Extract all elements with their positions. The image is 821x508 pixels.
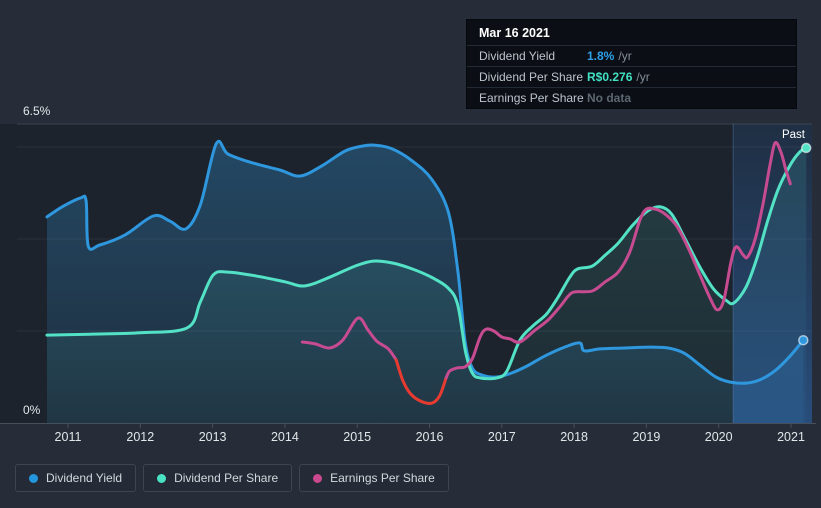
series-line-dividend_per_share — [45, 146, 808, 381]
x-tick-label-2015: 2015 — [343, 430, 372, 444]
tooltip-row-unit: /yr — [636, 70, 650, 84]
tooltip-row-label: Earnings Per Share — [479, 91, 584, 105]
legend-color-dot — [29, 473, 38, 483]
x-tick-label-2013: 2013 — [198, 430, 227, 444]
series-area-dividend_per_share — [47, 147, 807, 423]
legend-item-earnings-per-share[interactable]: Earnings Per Share — [299, 464, 449, 492]
tooltip-row-unit: /yr — [618, 49, 632, 63]
x-tick-label-2017: 2017 — [487, 430, 516, 444]
legend-item-label: Dividend Per Share — [174, 471, 279, 485]
x-tick-label-2020: 2020 — [704, 430, 733, 444]
past-region-label: Past — [781, 129, 805, 141]
tooltip-row-dividend-per-share: Dividend Per Share R$0.276 /yr — [467, 66, 796, 87]
series-end-dot-dividend_per_share — [800, 142, 812, 154]
x-tick-label-2011: 2011 — [54, 430, 82, 444]
x-tick-label-2012: 2012 — [126, 430, 155, 444]
past-region — [733, 124, 812, 423]
chart-tooltip: Mar 16 2021 Dividend Yield 1.8% /yr Divi… — [466, 19, 797, 109]
legend-item-label: Dividend Yield — [46, 471, 123, 485]
legend-item-dividend-yield[interactable]: Dividend Yield — [15, 464, 137, 492]
tooltip-row-value: R$0.276 — [587, 70, 633, 84]
tooltip-row-label: Dividend Per Share — [479, 70, 584, 84]
legend-item-dividend-per-share[interactable]: Dividend Per Share — [143, 464, 293, 492]
tooltip-row-label: Dividend Yield — [479, 49, 556, 63]
x-tick-label-2021: 2021 — [777, 430, 805, 444]
series-line-dividend_yield — [45, 139, 805, 385]
legend-color-dot — [313, 473, 323, 483]
x-tick-label-2018: 2018 — [560, 430, 588, 444]
x-tick-label-2016: 2016 — [415, 430, 444, 444]
series-line-earnings_per_share — [444, 140, 792, 380]
series-line-earnings_per_share — [300, 316, 398, 362]
y-axis-min-label: 0% — [23, 403, 41, 417]
tooltip-row-value: 1.8% — [587, 49, 615, 63]
chart-legend: Dividend Yield Dividend Per Share Earnings… — [15, 464, 449, 492]
x-tick-label-2014: 2014 — [270, 430, 299, 444]
y-axis-max-label: 6.5% — [23, 104, 51, 118]
series-end-dot-dividend_yield — [798, 334, 809, 346]
tooltip-row-earnings-per-share: Earnings Per Share No data — [467, 87, 796, 108]
legend-color-dot — [157, 473, 167, 483]
legend-item-label: Earnings Per Share — [330, 471, 435, 485]
tooltip-row-value: No data — [587, 91, 632, 105]
series-line-earnings_per_share — [394, 358, 448, 405]
tooltip-date: Mar 16 2021 — [479, 26, 550, 40]
x-tick-label-2019: 2019 — [632, 430, 661, 444]
tooltip-row-dividend-yield: Dividend Yield 1.8% /yr — [467, 45, 796, 66]
